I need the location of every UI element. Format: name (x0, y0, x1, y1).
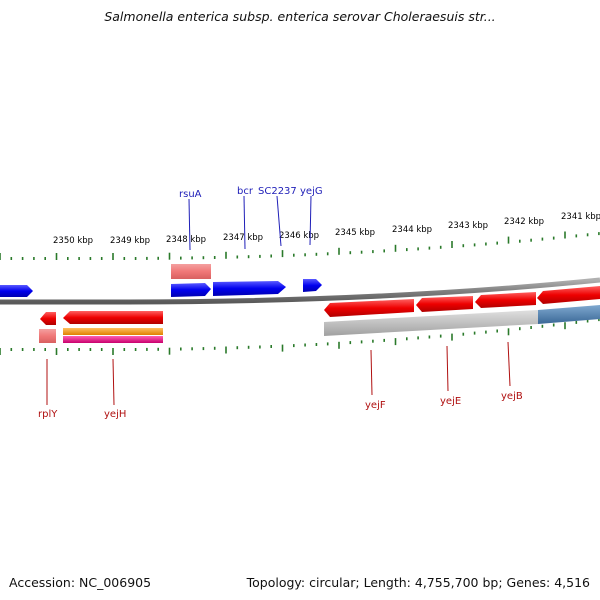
gene-arrow-forward[interactable] (213, 281, 286, 296)
rna-feature[interactable] (39, 329, 56, 343)
misc-feature-grey[interactable] (324, 310, 538, 336)
tick-label: 2347 kbp (223, 233, 263, 243)
tick-row-bottom (0, 318, 600, 355)
gene-label-rsua[interactable]: rsuA (179, 189, 202, 200)
gene-label-yejg[interactable]: yejG (300, 186, 323, 197)
gene-arrow-reverse[interactable] (40, 312, 56, 325)
misc-feature-magenta[interactable] (63, 336, 163, 343)
genome-backbone (0, 277, 600, 305)
tick-label: 2348 kbp (166, 235, 206, 245)
tick-label: 2344 kbp (392, 225, 432, 235)
reverse-strand-features (39, 286, 600, 343)
tick-label: 2349 kbp (110, 236, 150, 246)
gene-arrow-reverse[interactable] (475, 292, 536, 308)
gene-label-yejf[interactable]: yejF (365, 400, 386, 411)
gene-label-yejh[interactable]: yejH (104, 409, 126, 420)
tick-label: 2350 kbp (53, 236, 93, 246)
gene-leaders-bottom (46, 341, 511, 406)
gene-arrow-reverse[interactable] (537, 286, 600, 304)
gene-arrow-reverse[interactable] (63, 311, 163, 324)
gene-label-sc2237[interactable]: SC2237 (258, 186, 297, 197)
gene-labels-bottom: rplY yejH yejF yejE yejB (38, 391, 523, 420)
misc-feature-steel[interactable] (538, 305, 600, 324)
gene-label-bcr[interactable]: bcr (237, 186, 254, 197)
gene-arrow-forward[interactable] (0, 285, 33, 297)
forward-strand-features (0, 264, 322, 297)
gene-label-rply[interactable]: rplY (38, 409, 58, 420)
map-title: Salmonella enterica subsp. enterica sero… (104, 9, 496, 24)
accession-text: Accession: NC_006905 (9, 575, 152, 590)
gene-arrow-reverse[interactable] (416, 296, 473, 312)
gene-label-yeje[interactable]: yejE (440, 396, 461, 407)
rna-feature[interactable] (171, 264, 211, 279)
gene-arrow-reverse[interactable] (324, 299, 414, 317)
tick-label: 2345 kbp (335, 228, 375, 238)
tick-label: 2341 kbp (561, 212, 600, 222)
gene-leaders-top (188, 195, 312, 251)
misc-feature-orange[interactable] (63, 328, 163, 335)
gene-arrow-forward[interactable] (303, 279, 322, 292)
tick-labels: 2350 kbp 2349 kbp 2348 kbp 2347 kbp 2346… (53, 212, 600, 246)
tick-label: 2342 kbp (504, 217, 544, 227)
gene-arrow-forward[interactable] (171, 283, 211, 297)
gene-labels-top: rsuA bcr SC2237 yejG (179, 186, 323, 200)
genome-summary-text: Topology: circular; Length: 4,755,700 bp… (246, 575, 590, 590)
tick-label: 2343 kbp (448, 221, 488, 231)
tick-label: 2346 kbp (279, 231, 319, 241)
tick-row-top (0, 231, 600, 260)
gene-label-yejb[interactable]: yejB (501, 391, 523, 402)
